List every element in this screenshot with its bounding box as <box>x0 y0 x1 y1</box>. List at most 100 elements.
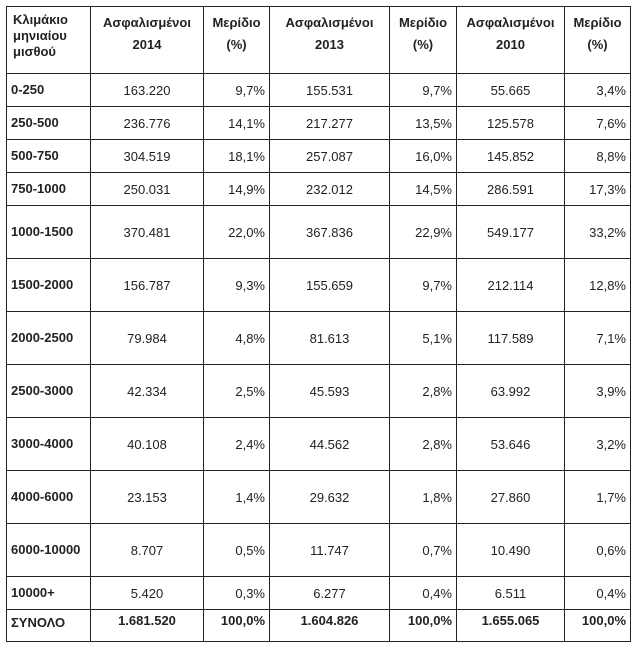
insured-2010-cell: 145.852 <box>456 139 565 173</box>
insured-2013-cell: 6.277 <box>269 576 390 610</box>
header-insured-2013: Ασφαλισμένοι 2013 <box>269 6 390 74</box>
table-row: 1500-2000 156.787 9,3% 155.659 9,7% 212.114 12… <box>6 258 631 312</box>
share-2014-cell: 0,5% <box>203 523 270 577</box>
insured-2014-cell: 42.334 <box>90 364 204 418</box>
header-salary-bracket: Κλιμάκιο μηνιαίου μισθού <box>6 6 91 74</box>
share-2013-cell: 5,1% <box>389 311 457 365</box>
share-2014-cell: 9,3% <box>203 258 270 312</box>
share-2010-cell: 12,8% <box>564 258 631 312</box>
table-row: 2000-2500 79.984 4,8% 81.613 5,1% 117.589 7,1% <box>6 311 631 365</box>
share-2014-cell: 4,8% <box>203 311 270 365</box>
share-2014-cell: 18,1% <box>203 139 270 173</box>
share-2014-cell: 14,9% <box>203 172 270 206</box>
insured-2014-cell: 236.776 <box>90 106 204 140</box>
insured-2014-cell: 370.481 <box>90 205 204 259</box>
total-share-2014-cell: 100,0% <box>203 609 270 642</box>
table-row: 0-250 163.220 9,7% 155.531 9,7% 55.665 3,4% <box>6 73 631 107</box>
table-row: 1000-1500 370.481 22,0% 367.836 22,9% 549.177… <box>6 205 631 259</box>
table-row: 2500-3000 42.334 2,5% 45.593 2,8% 63.992 3,9% <box>6 364 631 418</box>
insured-2013-cell: 29.632 <box>269 470 390 524</box>
insured-2014-cell: 8.707 <box>90 523 204 577</box>
header-share-2010: Μερίδιο (%) <box>564 6 631 74</box>
total-salary-bracket-cell: ΣΥΝΟΛΟ <box>6 609 91 642</box>
share-2010-cell: 3,9% <box>564 364 631 418</box>
share-2010-cell: 7,6% <box>564 106 631 140</box>
share-2013-cell: 16,0% <box>389 139 457 173</box>
insured-2014-cell: 163.220 <box>90 73 204 107</box>
insured-2014-cell: 40.108 <box>90 417 204 471</box>
insured-2014-cell: 5.420 <box>90 576 204 610</box>
insured-2014-cell: 23.153 <box>90 470 204 524</box>
insured-2014-cell: 156.787 <box>90 258 204 312</box>
share-2010-cell: 3,4% <box>564 73 631 107</box>
total-insured-2013-cell: 1.604.826 <box>269 609 390 642</box>
header-row: Κλιμάκιο μηνιαίου μισθού Ασφαλισμένοι 20… <box>6 6 631 74</box>
insured-2014-cell: 250.031 <box>90 172 204 206</box>
insured-2013-cell: 45.593 <box>269 364 390 418</box>
share-2014-cell: 0,3% <box>203 576 270 610</box>
total-share-2013-cell: 100,0% <box>389 609 457 642</box>
insured-2013-cell: 155.659 <box>269 258 390 312</box>
share-2010-cell: 8,8% <box>564 139 631 173</box>
share-2010-cell: 17,3% <box>564 172 631 206</box>
insured-2013-cell: 367.836 <box>269 205 390 259</box>
insured-2013-cell: 217.277 <box>269 106 390 140</box>
share-2010-cell: 3,2% <box>564 417 631 471</box>
total-row: ΣΥΝΟΛΟ 1.681.520 100,0% 1.604.826 100,0% 1.65… <box>6 609 631 642</box>
table-row: 4000-6000 23.153 1,4% 29.632 1,8% 27.860 1,7% <box>6 470 631 524</box>
header-share-2013: Μερίδιο (%) <box>389 6 457 74</box>
insured-by-salary-table: Κλιμάκιο μηνιαίου μισθού Ασφαλισμένοι 20… <box>6 6 631 642</box>
share-2014-cell: 2,5% <box>203 364 270 418</box>
salary-bracket-cell: 2500-3000 <box>6 364 91 418</box>
share-2013-cell: 2,8% <box>389 417 457 471</box>
salary-bracket-cell: 6000-10000 <box>6 523 91 577</box>
share-2014-cell: 14,1% <box>203 106 270 140</box>
salary-bracket-cell: 500-750 <box>6 139 91 173</box>
share-2013-cell: 22,9% <box>389 205 457 259</box>
share-2013-cell: 2,8% <box>389 364 457 418</box>
share-2010-cell: 1,7% <box>564 470 631 524</box>
share-2014-cell: 9,7% <box>203 73 270 107</box>
insured-2013-cell: 232.012 <box>269 172 390 206</box>
insured-2010-cell: 27.860 <box>456 470 565 524</box>
table-row: 750-1000 250.031 14,9% 232.012 14,5% 286.591 1… <box>6 172 631 206</box>
salary-bracket-cell: 1500-2000 <box>6 258 91 312</box>
salary-bracket-cell: 0-250 <box>6 73 91 107</box>
insured-2010-cell: 6.511 <box>456 576 565 610</box>
insured-2010-cell: 53.646 <box>456 417 565 471</box>
header-share-2014: Μερίδιο (%) <box>203 6 270 74</box>
insured-2014-cell: 79.984 <box>90 311 204 365</box>
share-2013-cell: 9,7% <box>389 73 457 107</box>
share-2013-cell: 1,8% <box>389 470 457 524</box>
insured-2013-cell: 81.613 <box>269 311 390 365</box>
share-2013-cell: 13,5% <box>389 106 457 140</box>
share-2010-cell: 0,6% <box>564 523 631 577</box>
table-row: 250-500 236.776 14,1% 217.277 13,5% 125.578 7,… <box>6 106 631 140</box>
share-2014-cell: 22,0% <box>203 205 270 259</box>
salary-bracket-cell: 1000-1500 <box>6 205 91 259</box>
salary-bracket-cell: 250-500 <box>6 106 91 140</box>
insured-2010-cell: 117.589 <box>456 311 565 365</box>
share-2014-cell: 1,4% <box>203 470 270 524</box>
insured-2010-cell: 286.591 <box>456 172 565 206</box>
insured-2013-cell: 257.087 <box>269 139 390 173</box>
salary-bracket-cell: 750-1000 <box>6 172 91 206</box>
share-2013-cell: 0,7% <box>389 523 457 577</box>
insured-2010-cell: 55.665 <box>456 73 565 107</box>
header-insured-2014: Ασφαλισμένοι 2014 <box>90 6 204 74</box>
insured-2010-cell: 549.177 <box>456 205 565 259</box>
total-insured-2014-cell: 1.681.520 <box>90 609 204 642</box>
share-2013-cell: 9,7% <box>389 258 457 312</box>
share-2010-cell: 0,4% <box>564 576 631 610</box>
table-row: 3000-4000 40.108 2,4% 44.562 2,8% 53.646 3,2% <box>6 417 631 471</box>
share-2014-cell: 2,4% <box>203 417 270 471</box>
share-2010-cell: 7,1% <box>564 311 631 365</box>
insured-2013-cell: 155.531 <box>269 73 390 107</box>
insured-2013-cell: 11.747 <box>269 523 390 577</box>
insured-2013-cell: 44.562 <box>269 417 390 471</box>
salary-bracket-cell: 3000-4000 <box>6 417 91 471</box>
share-2013-cell: 0,4% <box>389 576 457 610</box>
insured-2010-cell: 125.578 <box>456 106 565 140</box>
header-insured-2010: Ασφαλισμένοι 2010 <box>456 6 565 74</box>
share-2010-cell: 33,2% <box>564 205 631 259</box>
